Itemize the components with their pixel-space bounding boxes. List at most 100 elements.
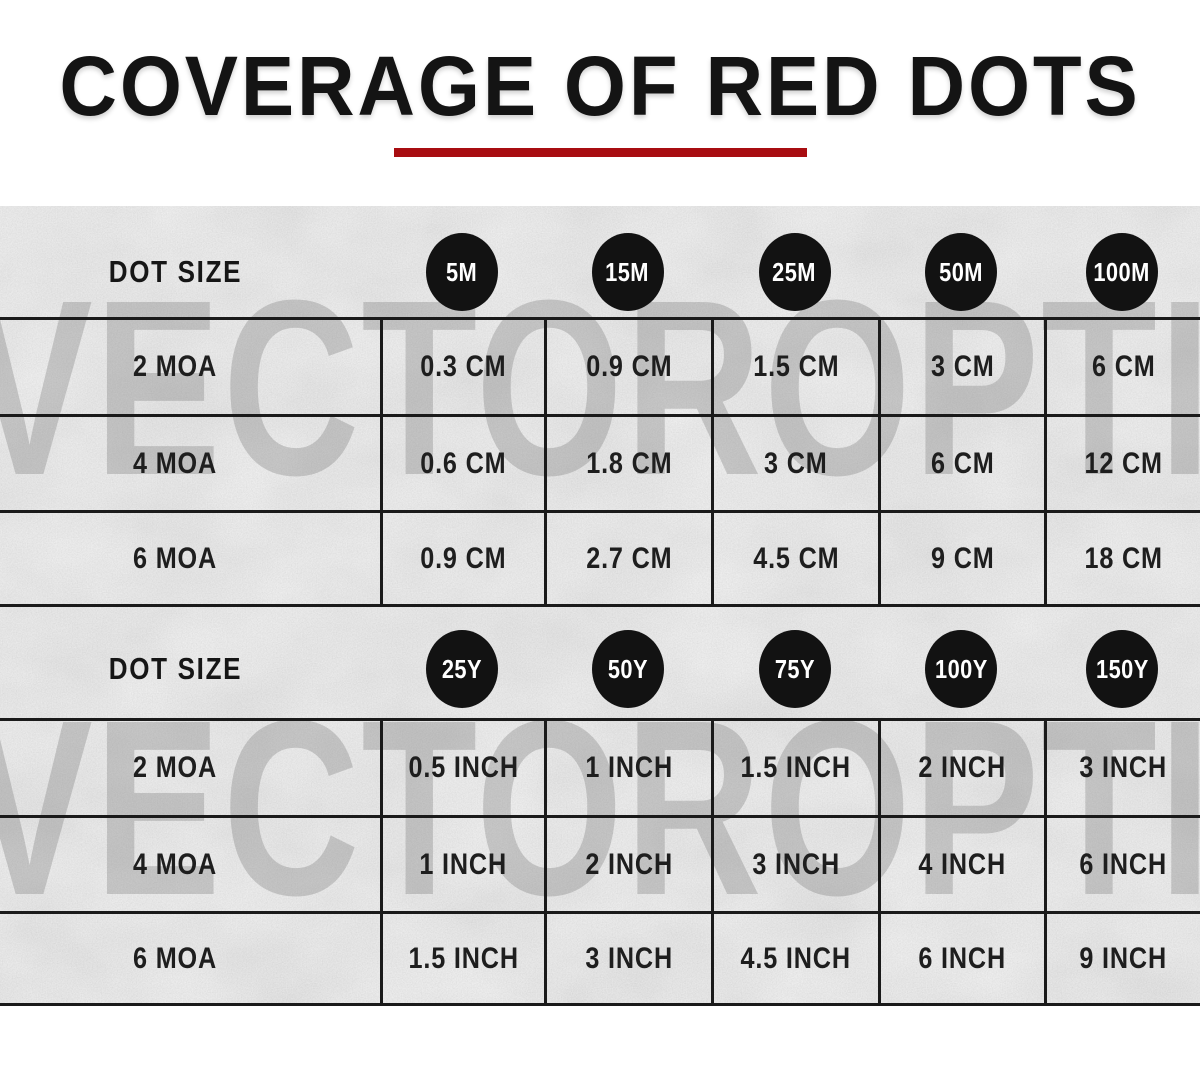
coverage-value: 0.5 INCH [408,751,519,784]
value-cell: 0.5 INCH [380,718,544,815]
coverage-value: 6 INCH [918,941,1007,975]
coverage-value: 0.3 CM [420,350,507,383]
coverage-value: 3 INCH [752,847,840,881]
coverage-value: 4.5 CM [752,541,840,575]
imperial-distance-cell: 25Y [380,607,544,718]
metric-coverage-table: DOT SIZE 5M 15M 25M 50M [0,206,1200,607]
distance-badge-75y: 75Y [758,630,831,708]
imperial-distance-cell: 50Y [544,607,711,718]
distance-badge-label: 15M [605,256,650,287]
coverage-value: 18 CM [1084,541,1163,575]
row-label-cell: 6 MOA [0,911,380,1006]
row-label-cell: 4 MOA [0,414,380,510]
coverage-value: 6 CM [930,446,995,480]
distance-badge-label: 50Y [607,653,648,684]
coverage-value: 1.5 INCH [408,941,519,975]
value-cell: 1.5 INCH [380,911,544,1006]
value-cell: 4.5 INCH [711,911,878,1006]
distance-badge-25m: 25M [758,233,831,311]
distance-badge-15m: 15M [591,233,664,311]
value-cell: 0.9 CM [544,317,711,414]
value-cell: 0.9 CM [380,510,544,607]
coverage-value: 2.7 CM [585,541,673,575]
value-cell: 0.6 CM [380,414,544,510]
imperial-distance-cell: 100Y [878,607,1044,718]
value-cell: 3 INCH [544,911,711,1006]
row-label-cell: 4 MOA [0,815,380,911]
row-label: 2 MOA [132,751,217,784]
coverage-value: 0.6 CM [420,446,507,480]
row-label: 4 MOA [132,847,217,881]
coverage-value: 6 CM [1091,350,1156,383]
distance-badge-label: 50M [939,256,983,287]
row-label: 2 MOA [132,350,217,383]
value-cell: 9 CM [878,510,1044,607]
metric-distance-cell: 100M [1044,206,1200,317]
distance-badge-label: 100M [1093,256,1151,287]
coverage-value: 12 CM [1084,446,1163,480]
row-label-cell: 2 MOA [0,317,380,414]
distance-badge-50m: 50M [925,233,997,311]
value-cell: 12 CM [1044,414,1200,510]
value-cell: 18 CM [1044,510,1200,607]
coverage-value: 2 INCH [918,751,1007,784]
metric-distance-cell: 15M [544,206,711,317]
value-cell: 1.5 INCH [711,718,878,815]
value-cell: 2.7 CM [544,510,711,607]
metric-distance-cell: 5M [380,206,544,317]
imperial-coverage-table: DOT SIZE 25Y 50Y 75Y 100Y [0,607,1200,1006]
distance-badge-label: 100Y [934,653,988,684]
coverage-value: 0.9 CM [585,350,673,383]
value-cell: 3 CM [878,317,1044,414]
coverage-value: 3 INCH [585,941,673,975]
coverage-value: 1 INCH [585,751,673,784]
page-title: COVERAGE OF RED DOTS [59,39,1141,133]
dot-size-header: DOT SIZE [108,254,242,289]
distance-badge-50y: 50Y [591,630,664,708]
value-cell: 6 INCH [878,911,1044,1006]
coverage-value: 9 CM [930,541,995,575]
value-cell: 9 INCH [1044,911,1200,1006]
distance-badge-label: 25M [772,256,817,287]
distance-badge-25y: 25Y [426,630,498,708]
imperial-header-cell: DOT SIZE [0,607,380,718]
distance-badge-100y: 100Y [925,630,997,708]
value-cell: 3 INCH [1044,718,1200,815]
distance-badge-5m: 5M [426,233,498,311]
coverage-value: 3 CM [764,446,828,480]
metric-distance-cell: 50M [878,206,1044,317]
distance-badge-label: 75Y [774,653,815,684]
distance-badge-label: 5M [446,256,478,287]
coverage-value: 1.5 INCH [740,751,852,784]
metric-distance-cell: 25M [711,206,878,317]
distance-badge-label: 150Y [1095,653,1149,684]
watermark-vectoroptics-top: VECTOROPTICS [0,248,1200,527]
value-cell: 1 INCH [380,815,544,911]
row-label: 6 MOA [132,541,217,575]
coverage-value: 4.5 INCH [740,941,852,975]
coverage-value: 1.8 CM [585,446,673,480]
watermark-vectoroptics-bottom: VECTOROPTICS [0,668,1200,947]
value-cell: 4.5 CM [711,510,878,607]
value-cell: 6 CM [1044,317,1200,414]
distance-badge-150y: 150Y [1086,630,1158,708]
value-cell: 3 INCH [711,815,878,911]
value-cell: 1 INCH [544,718,711,815]
row-label-cell: 6 MOA [0,510,380,607]
value-cell: 1.5 CM [711,317,878,414]
value-cell: 4 INCH [878,815,1044,911]
coverage-value: 3 INCH [1079,751,1168,784]
value-cell: 6 INCH [1044,815,1200,911]
metric-header-cell: DOT SIZE [0,206,380,317]
dot-size-header: DOT SIZE [108,651,242,686]
coverage-value: 9 INCH [1079,941,1168,975]
value-cell: 0.3 CM [380,317,544,414]
coverage-value: 1.5 CM [752,350,840,383]
distance-badge-label: 25Y [441,653,483,684]
value-cell: 3 CM [711,414,878,510]
value-cell: 2 INCH [878,718,1044,815]
row-label-cell: 2 MOA [0,718,380,815]
value-cell: 6 CM [878,414,1044,510]
value-cell: 1.8 CM [544,414,711,510]
